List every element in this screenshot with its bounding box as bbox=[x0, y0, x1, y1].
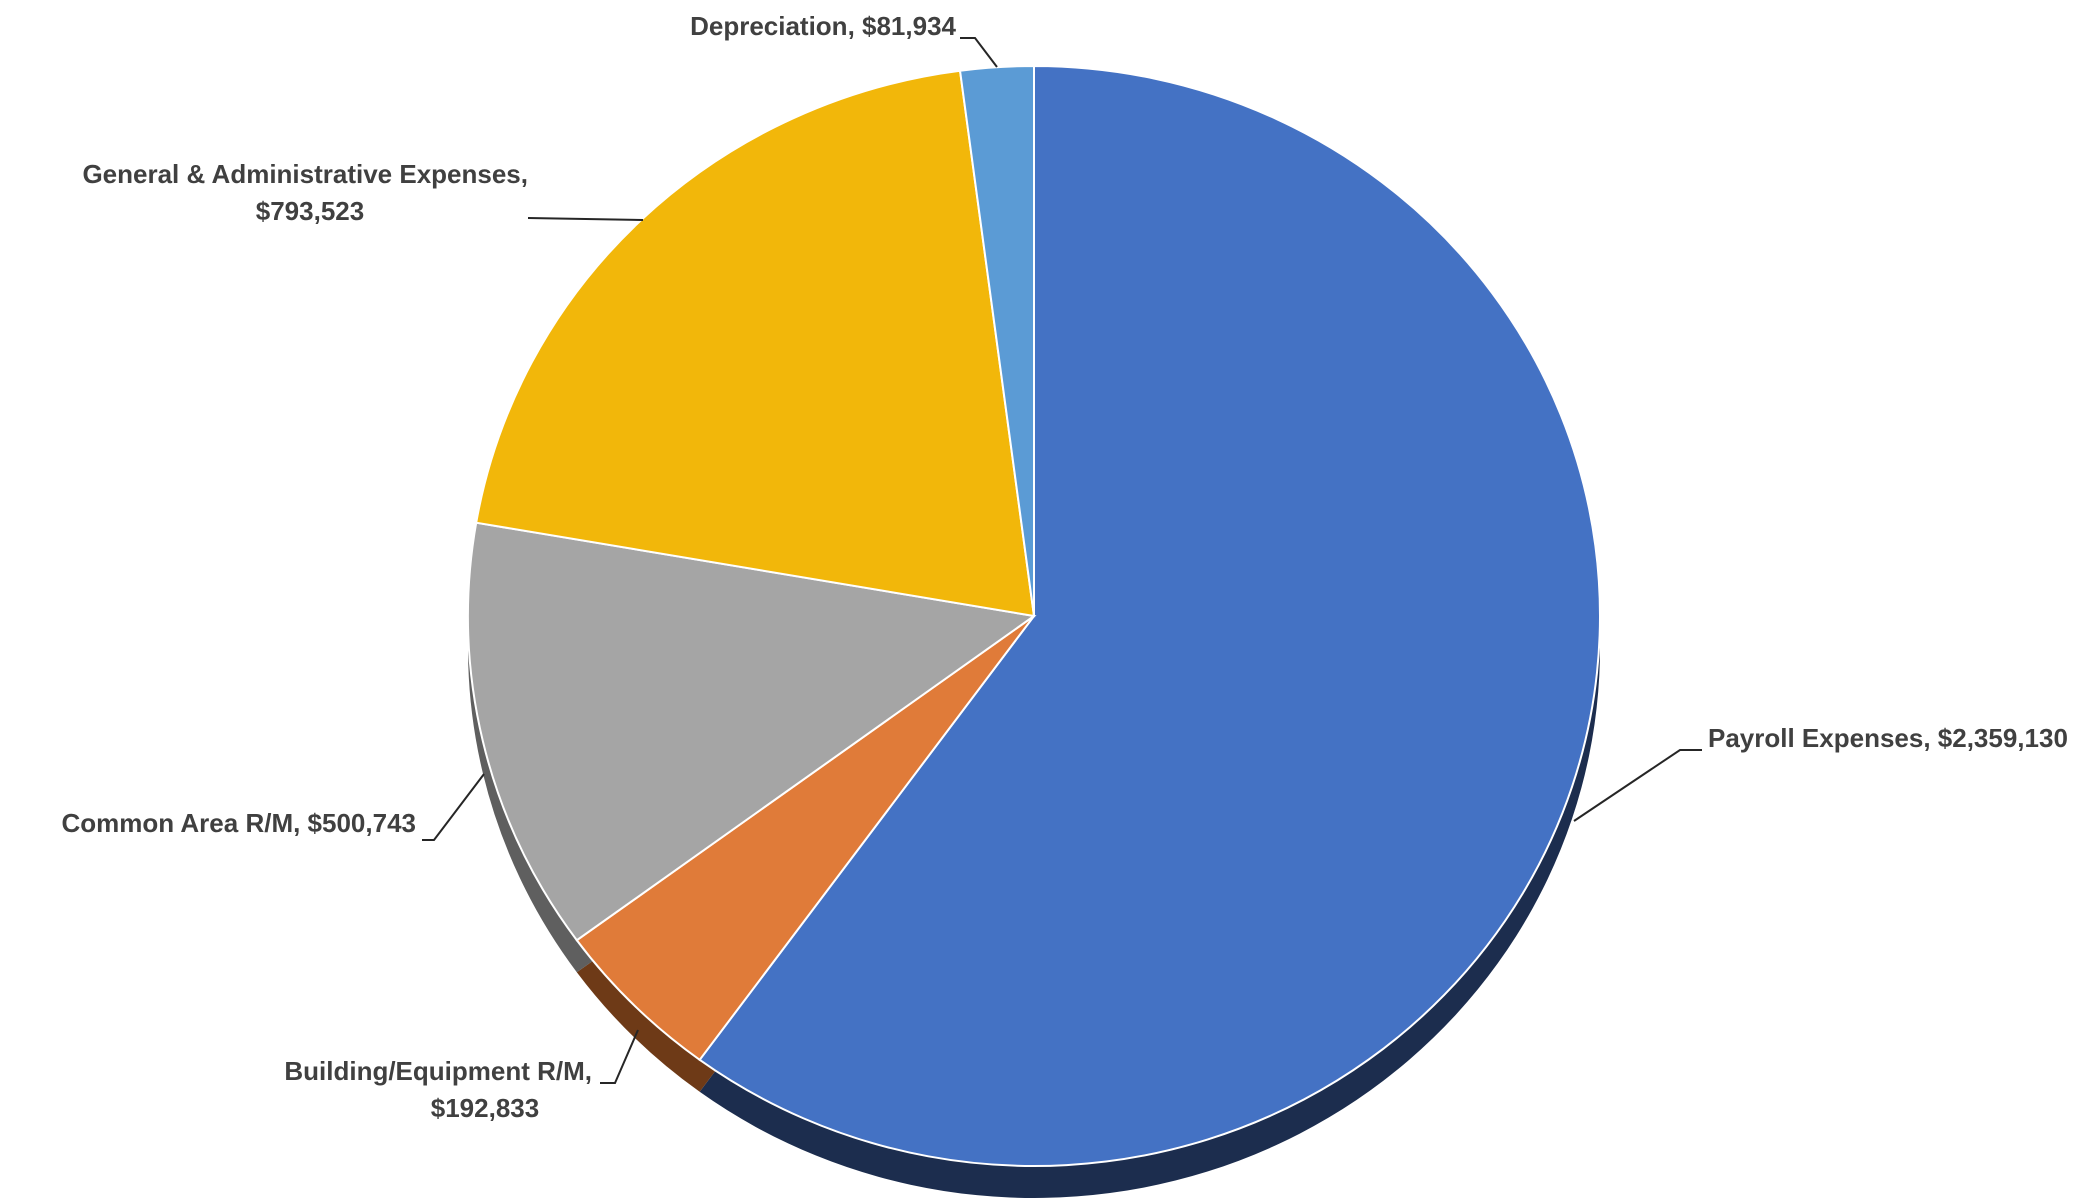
data-label-general-administrative-expenses-line-2: $793,523 bbox=[256, 196, 364, 226]
data-labels: Payroll Expenses, $2,359,130 Building/Equ… bbox=[61, 11, 2067, 1123]
leader-line-common-area-r-m bbox=[422, 773, 485, 841]
data-label-general-administrative-expenses-line-1: General & Administrative Expenses, bbox=[82, 159, 528, 189]
leader-line-depreciation bbox=[960, 37, 998, 68]
slice-payroll-expenses bbox=[698, 64, 1602, 1167]
slice-general-administrative-expenses bbox=[475, 69, 1036, 618]
data-label-common-area-r-m-line-1: Common Area R/M, $500,743 bbox=[61, 808, 416, 838]
data-label-building-equipment-r-m-line-1: Building/Equipment R/M, bbox=[284, 1056, 592, 1086]
slice-common-area-r-m bbox=[467, 521, 1037, 942]
slice-building-equipment-r-m bbox=[575, 615, 1035, 1062]
data-label-payroll-expenses-line-1: Payroll Expenses, $2,359,130 bbox=[1708, 723, 2068, 753]
leader-line-building-equipment-r-m bbox=[600, 1029, 639, 1084]
leader-lines bbox=[422, 37, 1702, 1084]
leader-line-general-administrative-expenses bbox=[527, 217, 644, 221]
slice-depreciation bbox=[958, 64, 1035, 617]
pie-slices bbox=[467, 64, 1602, 1167]
data-label-building-equipment-r-m-line-2: $192,833 bbox=[431, 1093, 539, 1123]
leader-line-payroll-expenses bbox=[1573, 749, 1702, 822]
data-label-depreciation-line-1: Depreciation, $81,934 bbox=[690, 11, 956, 41]
